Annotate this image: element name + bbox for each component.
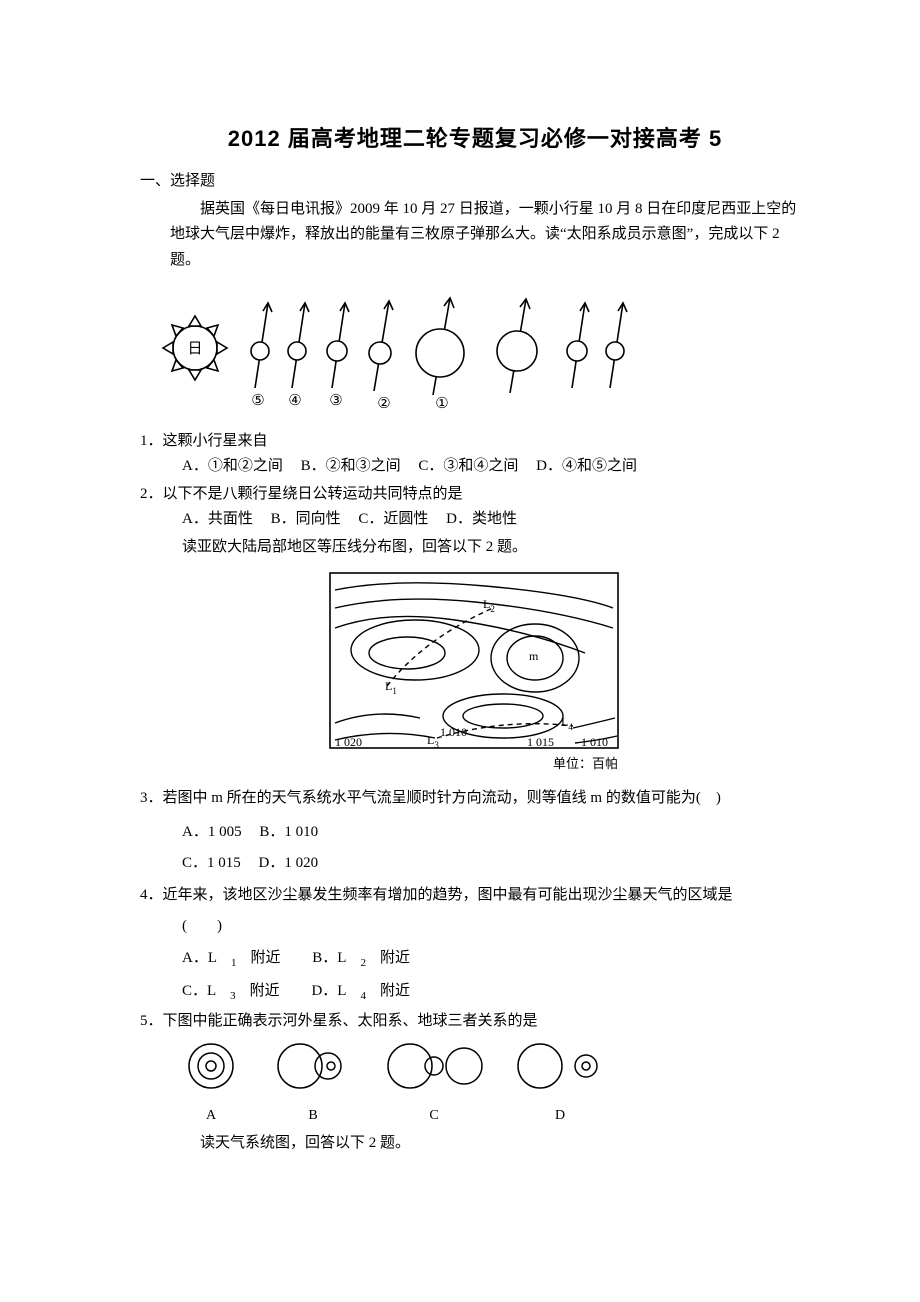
q2-opt-a: A．共面性 <box>182 511 253 527</box>
q2-options: A．共面性 B．同向性 C．近圆性 D．类地性 <box>140 507 810 533</box>
svg-text:1 015: 1 015 <box>527 735 554 749</box>
q4-stem: 4．近年来，该地区沙尘暴发生频率有增加的趋势，图中最有可能出现沙尘暴天气的区域是 <box>140 883 810 909</box>
q1-opt-d: D．④和⑤之间 <box>536 458 637 474</box>
svg-text:1 010: 1 010 <box>440 725 467 739</box>
q3-opt-a: A．1 005 <box>182 824 242 840</box>
q1-stem: 1．这颗小行星来自 <box>140 429 810 455</box>
q5-after: 读天气系统图，回答以下 2 题。 <box>140 1131 810 1157</box>
q2-opt-c: C．近圆性 <box>358 511 428 527</box>
q4-options-row2: C．L3附近 D．L4附近 <box>140 979 810 1006</box>
sun-icon: 日 <box>163 316 227 380</box>
q5-stem: 5．下图中能正确表示河外星系、太阳系、地球三者关系的是 <box>140 1009 810 1035</box>
q3-options-row2: C．1 015 D．1 020 <box>140 851 810 877</box>
solar-system-svg: 日 <box>140 283 660 413</box>
q1-opt-c: C．③和④之间 <box>418 458 518 474</box>
q2-opt-b: B．同向性 <box>271 511 341 527</box>
venn-d: D <box>514 1041 606 1128</box>
q1-options: A．①和②之间 B．②和③之间 C．③和④之间 D．④和⑤之间 <box>140 454 810 480</box>
q4-opt-b: B．L2附近 <box>312 950 424 966</box>
svg-text:⑤: ⑤ <box>251 393 264 409</box>
section-heading: 一、选择题 <box>140 169 810 195</box>
q2-stem: 2．以下不是八颗行星绕日公转运动共同特点的是 <box>140 482 810 508</box>
q4-opt-a: A．L1附近 <box>182 950 295 966</box>
q3-opt-d: D．1 020 <box>259 855 319 871</box>
q3-opt-c: C．1 015 <box>182 855 241 871</box>
svg-text:日: 日 <box>187 341 202 357</box>
venn-a: A <box>180 1041 242 1128</box>
venn-b: B <box>272 1041 354 1128</box>
q3-opt-b: B．1 010 <box>259 824 318 840</box>
q3-options-row1: A．1 005 B．1 010 <box>140 820 810 846</box>
svg-text:m: m <box>529 649 539 663</box>
figure-isobar-map: L2 L1 m L3 L4 1 020 1 010 1 015 1 010 单位… <box>140 568 810 778</box>
svg-text:④: ④ <box>288 393 301 409</box>
isobar-svg: L2 L1 m L3 L4 1 020 1 010 1 015 1 010 单位… <box>325 568 625 778</box>
svg-text:③: ③ <box>329 393 342 409</box>
q4-options-row1: A．L1附近 B．L2附近 <box>140 946 810 973</box>
figure-venn-row: A B C <box>140 1041 810 1128</box>
svg-text:1 010: 1 010 <box>581 735 608 749</box>
q4-stem-paren: ( ) <box>140 914 810 940</box>
q4-opt-d: D．L4附近 <box>311 983 424 999</box>
intro-paragraph: 据英国《每日电讯报》2009 年 10 月 27 日报道，一颗小行星 10 月 … <box>140 197 810 274</box>
isobar-caption: 单位：百帕 <box>553 756 618 771</box>
page-title: 2012 届高考地理二轮专题复习必修一对接高考 5 <box>140 120 810 157</box>
svg-text:①: ① <box>435 396 448 412</box>
q1-opt-b: B．②和③之间 <box>301 458 401 474</box>
q2-after: 读亚欧大陆局部地区等压线分布图，回答以下 2 题。 <box>140 535 810 561</box>
q1-opt-a: A．①和②之间 <box>182 458 283 474</box>
svg-text:1 020: 1 020 <box>335 735 362 749</box>
q4-opt-c: C．L3附近 <box>182 983 294 999</box>
svg-text:②: ② <box>377 396 390 412</box>
q3-stem: 3．若图中 m 所在的天气系统水平气流呈顺时针方向流动，则等值线 m 的数值可能… <box>140 786 810 812</box>
venn-c: C <box>384 1041 484 1128</box>
q2-opt-d: D．类地性 <box>446 511 517 527</box>
figure-solar-system: 日 <box>140 283 810 423</box>
